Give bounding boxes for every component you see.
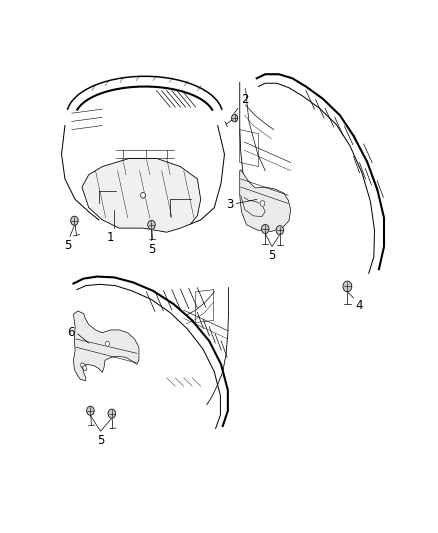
Text: 1: 1 xyxy=(107,231,114,245)
Circle shape xyxy=(87,406,94,415)
Circle shape xyxy=(260,200,265,206)
Text: 5: 5 xyxy=(268,249,276,262)
Polygon shape xyxy=(74,311,139,381)
Circle shape xyxy=(343,281,352,292)
Polygon shape xyxy=(240,170,291,231)
Circle shape xyxy=(276,225,283,235)
Circle shape xyxy=(71,216,78,225)
Circle shape xyxy=(141,192,145,198)
Circle shape xyxy=(108,409,116,418)
Text: 6: 6 xyxy=(67,326,75,339)
Text: 2: 2 xyxy=(241,93,249,106)
Text: 5: 5 xyxy=(97,434,104,447)
Text: 4: 4 xyxy=(355,298,363,312)
Text: 5: 5 xyxy=(148,243,155,256)
Polygon shape xyxy=(82,158,201,232)
Text: 5: 5 xyxy=(64,239,71,252)
Circle shape xyxy=(261,224,269,233)
Circle shape xyxy=(105,342,110,346)
Circle shape xyxy=(232,115,238,122)
Circle shape xyxy=(148,220,155,229)
Text: 3: 3 xyxy=(226,198,234,211)
